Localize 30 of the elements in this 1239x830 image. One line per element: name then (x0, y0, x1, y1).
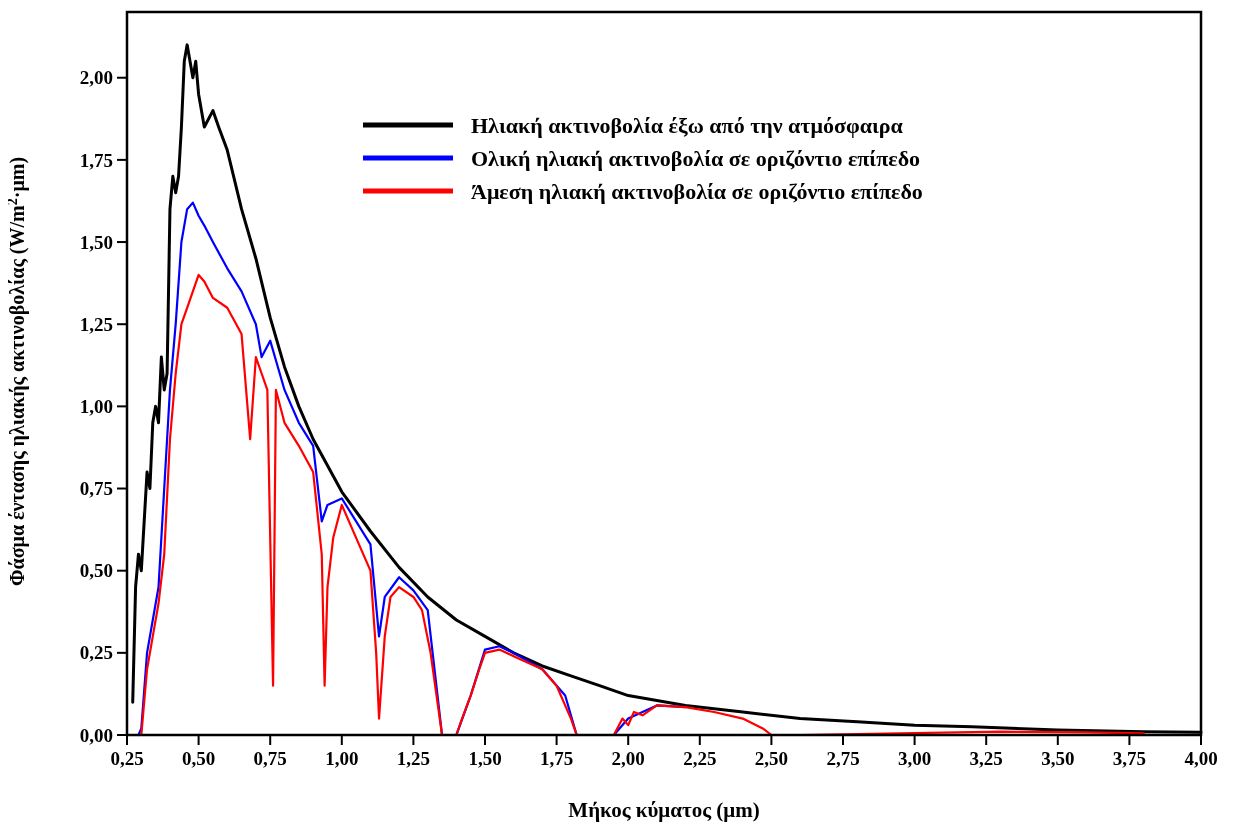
legend-label: Ηλιακή ακτινοβολία έξω από την ατμόσφαιρα (471, 112, 904, 138)
legend-label: Ολική ηλιακή ακτινοβολία σε οριζόντιο επίπεδο (471, 145, 921, 171)
x-tick-label: 2,25 (683, 748, 717, 769)
x-tick-label: 2,50 (754, 748, 789, 769)
x-tick-label: 3,75 (1112, 748, 1147, 769)
x-tick-label: 1,75 (539, 748, 574, 769)
x-tick-label: 3,00 (897, 748, 932, 769)
x-tick-label: 1,00 (325, 748, 359, 769)
x-axis-title: Μήκος κύματος (μm) (568, 798, 760, 822)
x-tick-label: 1,25 (396, 748, 431, 769)
y-tick-label: 0,25 (79, 642, 113, 664)
x-tick-label: 0,50 (181, 748, 216, 769)
y-tick-label: 0,75 (79, 478, 113, 500)
y-tick-label: 0,00 (79, 724, 113, 746)
y-tick-label: 1,00 (79, 396, 113, 418)
x-tick-label: 3,50 (1041, 748, 1075, 769)
x-tick-label: 0,75 (253, 748, 287, 769)
y-tick-label: 2,00 (79, 67, 113, 89)
y-tick-label: 1,50 (79, 231, 113, 253)
y-tick-label: 1,25 (79, 313, 113, 335)
y-tick-label: 0,50 (79, 560, 113, 582)
legend-label: Άμεση ηλιακή ακτινοβολία σε οριζόντιο επίπεδο (471, 178, 923, 204)
x-tick-label: 3,25 (969, 748, 1003, 769)
x-tick-label: 4,00 (1184, 748, 1218, 769)
x-tick-label: 2,00 (611, 748, 645, 769)
x-tick-label: 2,75 (826, 748, 860, 769)
x-tick-label: 0,25 (110, 748, 144, 769)
y-tick-label: 1,75 (79, 149, 113, 171)
x-tick-label: 1,50 (468, 748, 502, 769)
line-series (140, 273, 1145, 737)
